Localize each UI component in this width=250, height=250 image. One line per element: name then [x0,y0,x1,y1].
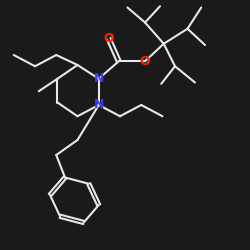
Text: N: N [94,72,104,85]
Text: O: O [104,32,114,45]
Text: O: O [140,55,150,68]
Text: N: N [94,98,104,112]
